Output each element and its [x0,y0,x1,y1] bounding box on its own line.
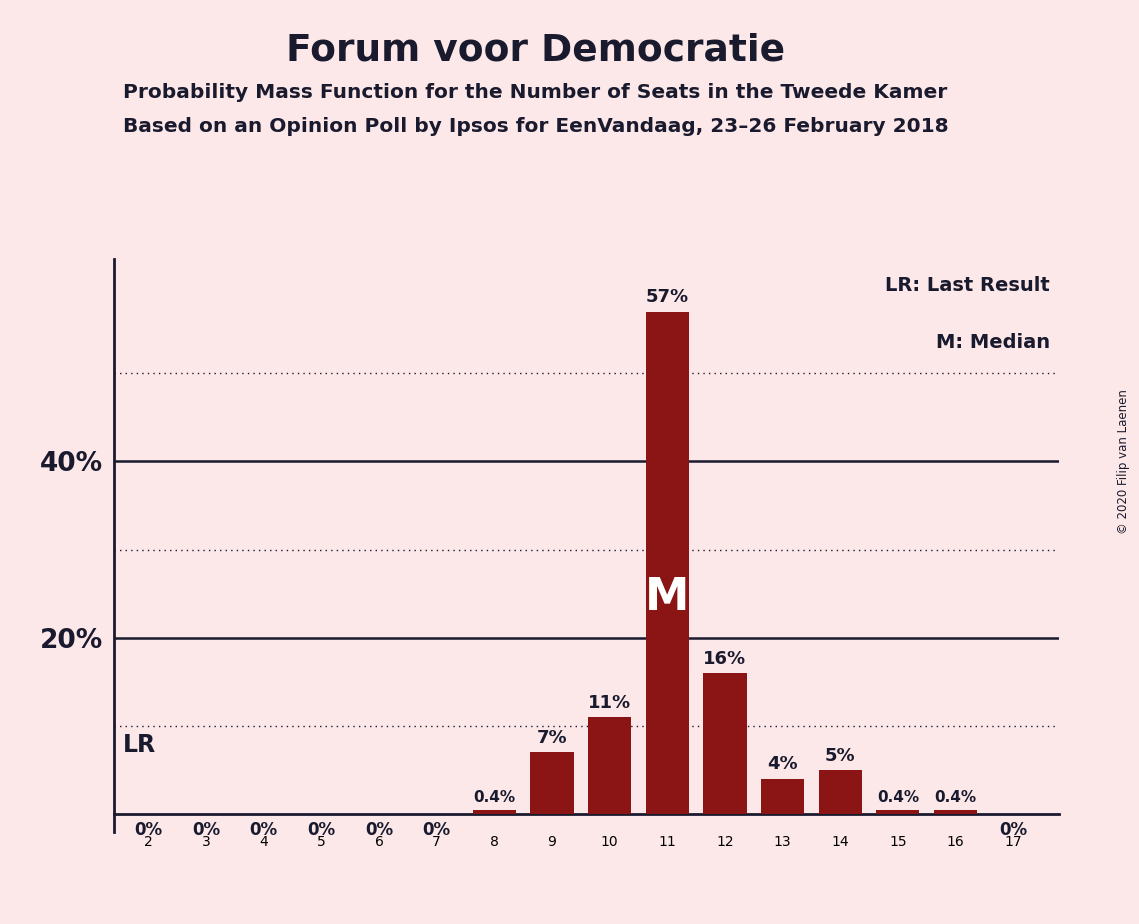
Bar [934,810,977,814]
Text: LR: LR [123,734,156,758]
Text: 0.4%: 0.4% [474,790,516,805]
Text: LR: Last Result: LR: Last Result [885,276,1050,295]
Text: M: M [645,577,689,619]
Text: 57%: 57% [646,288,689,307]
Text: 0%: 0% [249,821,278,839]
Text: Probability Mass Function for the Number of Seats in the Tweede Kamer: Probability Mass Function for the Number… [123,83,948,103]
Text: 16%: 16% [704,650,746,668]
Text: 4%: 4% [768,756,798,773]
Text: 0%: 0% [134,821,163,839]
Text: 7%: 7% [536,729,567,747]
Bar [646,311,689,814]
Bar [876,810,919,814]
Text: M: Median: M: Median [936,334,1050,352]
Text: 0%: 0% [423,821,451,839]
Text: 0%: 0% [308,821,336,839]
Text: 0.4%: 0.4% [877,790,919,805]
Text: 0%: 0% [999,821,1027,839]
Text: 11%: 11% [588,694,631,711]
Text: 5%: 5% [825,747,855,765]
Bar [473,810,516,814]
Text: 0.4%: 0.4% [934,790,976,805]
Bar [819,770,862,814]
Bar [761,779,804,814]
Text: Forum voor Democratie: Forum voor Democratie [286,32,785,68]
Text: Based on an Opinion Poll by Ipsos for EenVandaag, 23–26 February 2018: Based on an Opinion Poll by Ipsos for Ee… [123,117,948,137]
Text: 0%: 0% [192,821,220,839]
Text: 0%: 0% [364,821,393,839]
Bar [588,717,631,814]
Bar [531,752,574,814]
Bar [703,673,746,814]
Text: © 2020 Filip van Laenen: © 2020 Filip van Laenen [1117,390,1130,534]
